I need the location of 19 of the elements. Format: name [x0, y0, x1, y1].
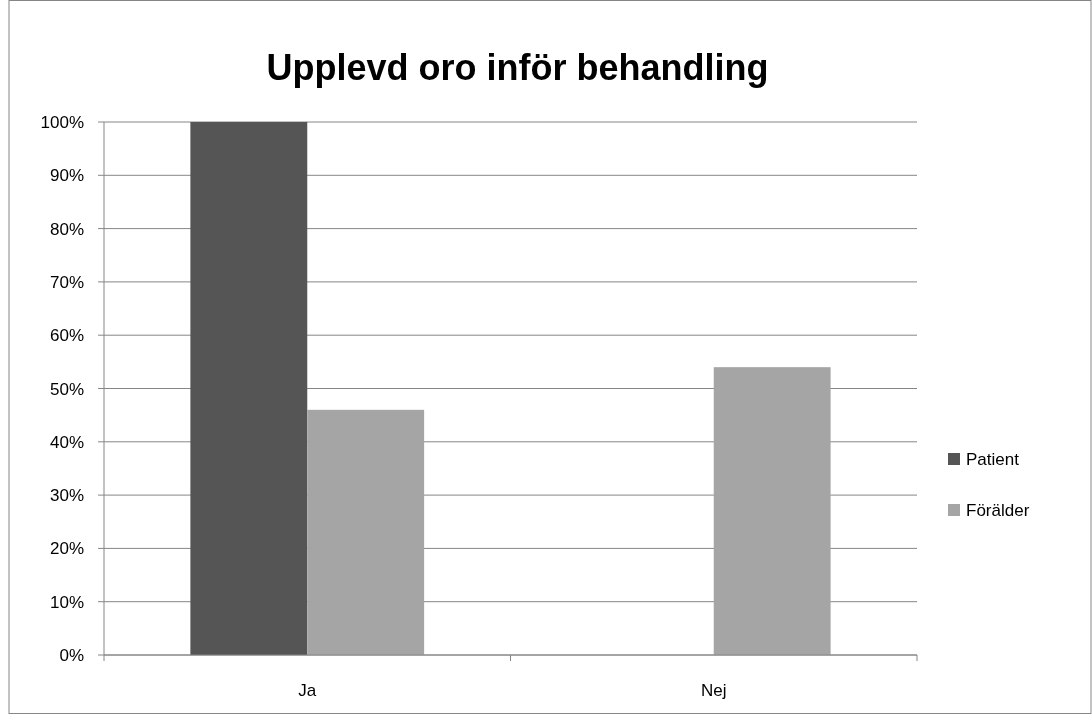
y-tick-label: 70%	[49, 272, 84, 292]
y-tick-label: 80%	[49, 219, 84, 239]
legend-label: Förälder	[966, 501, 1030, 520]
x-tick-label: Nej	[700, 681, 727, 700]
y-tick-label: 30%	[49, 486, 84, 506]
y-tick-label: 20%	[49, 539, 84, 559]
y-tick-label: 90%	[49, 166, 84, 186]
y-tick-label: 40%	[49, 432, 84, 452]
y-tick-label: 50%	[49, 379, 84, 399]
legend-label: Patient	[966, 450, 1020, 469]
bar	[190, 122, 308, 655]
x-tick-label: Ja	[298, 681, 317, 700]
y-tick-label: 60%	[49, 326, 84, 346]
y-tick-label: 100%	[40, 113, 84, 132]
y-tick-label: 0%	[59, 646, 84, 665]
chart-title: Upplevd oro inför behandling	[266, 47, 769, 88]
bar	[713, 367, 831, 655]
bar	[307, 409, 425, 655]
y-tick-label: 10%	[49, 592, 84, 612]
